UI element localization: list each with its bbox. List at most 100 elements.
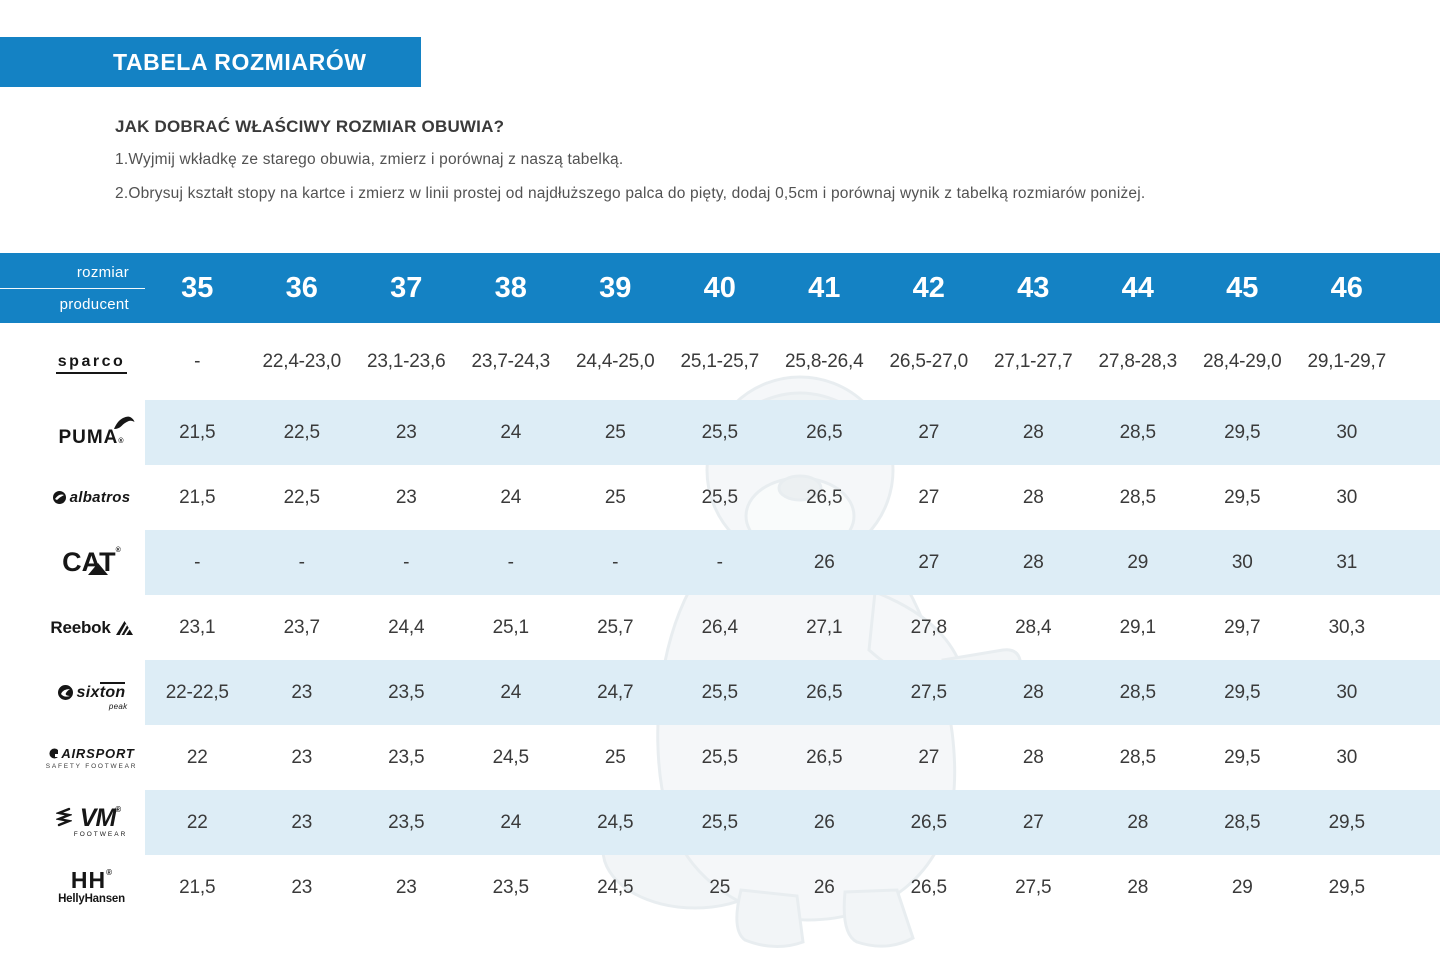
size-value-cell: 29,1 — [1119, 616, 1156, 638]
size-column-header: 41 — [808, 271, 841, 304]
table-row-puma: PUMA® 21,5 22,5 23 24 25 25,5 26,5 27 28 28,5 29,5… — [0, 400, 1440, 465]
size-value-cell: 26,5 — [806, 746, 843, 768]
brand-cell-cat: CAT® — [0, 530, 145, 595]
size-value-cell: 24,4-25,0 — [576, 350, 655, 372]
size-header-row: rozmiar producent 35 36 37 38 39 40 41 42 43 44 45… — [0, 253, 1440, 323]
sixton-text-b: ton — [99, 681, 126, 701]
vm-sub-label: FOOTWEAR — [73, 831, 128, 839]
size-value-cell: 29,5 — [1190, 400, 1295, 465]
size-value-cell: 22-22,5 — [145, 660, 250, 725]
header-spacer — [1399, 253, 1440, 323]
size-value-cell: 28,5 — [1190, 790, 1295, 855]
size-value-cell: 27 — [981, 790, 1086, 855]
sixton-text-a: six — [76, 683, 100, 701]
size-value-cell: 28 — [1022, 486, 1044, 508]
size-table: rozmiar producent 35 36 37 38 39 40 41 42 43 44 45… — [0, 253, 1440, 920]
size-value-cell: 27 — [876, 400, 981, 465]
size-value-cell: 29,5 — [1224, 486, 1261, 508]
size-value-cell: 23 — [291, 746, 313, 768]
size-column-header: 38 — [494, 271, 527, 304]
table-row-sparco: sparco - 22,4-23,0 23,1-23,6 23,7-24,3 24,4-… — [0, 323, 1440, 400]
size-value-cell: 26,5 — [772, 660, 877, 725]
table-row-sixton: sixton peak 22-22,5 23 23,5 24 24,7 25,5 26,5 27… — [0, 660, 1440, 725]
registered-mark: ® — [115, 805, 122, 815]
table-row-hellyhansen: HH® HellyHansen 21,5 23 23 23,5 24,5 25 26 26,5… — [0, 855, 1440, 920]
size-value-cell: 28 — [1127, 876, 1149, 898]
size-value-cell: - — [145, 530, 250, 595]
size-value-cell: 29,5 — [1294, 790, 1399, 855]
brand-cell-albatros: albatros — [0, 465, 145, 530]
size-value-cell: 29,7 — [1224, 616, 1261, 638]
size-value-cell: 30,3 — [1328, 616, 1365, 638]
size-value-cell: - — [354, 530, 459, 595]
size-value-cell: 24 — [458, 400, 563, 465]
row-spacer — [1399, 660, 1440, 725]
size-value-cell: 26,5 — [806, 486, 843, 508]
size-value-cell: 24,7 — [563, 660, 668, 725]
size-value-cell: 21,5 — [179, 486, 216, 508]
size-value-cell: 21,5 — [145, 400, 250, 465]
size-value-cell: 23,1-23,6 — [367, 350, 446, 372]
corner-label-rozmiar: rozmiar — [0, 264, 145, 289]
size-value-cell: 24,5 — [563, 790, 668, 855]
puma-cat-icon — [113, 416, 135, 429]
size-value-cell: 23,5 — [354, 790, 459, 855]
brand-cell-vm: VM® FOOTWEAR — [0, 790, 145, 855]
size-value-cell: 25,7 — [597, 616, 634, 638]
table-row-reebok: Reebok 23,1 23,7 24,4 25,1 25,7 26,4 27,1 27,8 2… — [0, 595, 1440, 660]
size-value-cell: 25,8-26,4 — [785, 350, 864, 372]
size-value-cell: 22 — [186, 746, 208, 768]
size-value-cell: 24 — [458, 790, 563, 855]
size-column-header: 40 — [703, 271, 736, 304]
size-value-cell: 29,5 — [1224, 746, 1261, 768]
albatros-circle-icon — [52, 491, 66, 504]
size-value-cell: 26 — [772, 530, 877, 595]
size-value-cell: 23,5 — [388, 746, 425, 768]
intro-heading: JAK DOBRAĆ WŁAŚCIWY ROZMIAR OBUWIA? — [115, 117, 505, 136]
registered-mark: ® — [118, 437, 125, 445]
brand-logo-puma: PUMA® — [58, 416, 135, 449]
brand-logo-sixton: sixton peak — [57, 681, 127, 711]
size-value-cell: 27 — [918, 486, 940, 508]
size-value-cell: 23 — [354, 400, 459, 465]
size-value-cell: 24 — [458, 660, 563, 725]
size-value-cell: 26,5-27,0 — [889, 350, 969, 372]
size-value-cell: 30 — [1336, 486, 1358, 508]
size-value-cell: 28,4 — [1015, 616, 1052, 638]
row-spacer — [1399, 790, 1440, 855]
cat-triangle-icon — [88, 563, 109, 575]
size-value-cell: 28,5 — [1119, 746, 1156, 768]
size-value-cell: 24,5 — [492, 746, 529, 768]
size-value-cell: 26,5 — [772, 400, 877, 465]
page-title: TABELA ROZMIARÓW — [113, 48, 367, 75]
size-value-cell: 27,5 — [876, 660, 981, 725]
size-value-cell: 25 — [604, 486, 626, 508]
size-value-cell: 25 — [709, 876, 731, 898]
size-value-cell: 22,4-23,0 — [262, 350, 342, 372]
size-value-cell: 27,5 — [1015, 876, 1052, 898]
size-value-cell: 25,5 — [667, 660, 772, 725]
sixton-circle-icon — [57, 685, 73, 700]
size-value-cell: 29,1-29,7 — [1307, 350, 1387, 372]
size-value-cell: 24,4 — [388, 616, 425, 638]
registered-mark: ® — [106, 868, 113, 878]
intro-step-1: 1.Wyjmij wkładkę ze starego obuwia, zmie… — [115, 151, 624, 168]
size-value-cell: 29 — [1085, 530, 1190, 595]
title-bar: TABELA ROZMIARÓW — [0, 37, 421, 87]
size-value-cell: 28,4-29,0 — [1203, 350, 1282, 372]
airsport-sub-label: SAFETY FOOTWEAR — [45, 762, 138, 770]
brand-logo-vm: VM® FOOTWEAR — [55, 804, 128, 839]
size-value-cell: 27,8 — [910, 616, 947, 638]
size-value-cell: 23,5 — [354, 660, 459, 725]
brand-logo-cat: CAT® — [62, 547, 121, 578]
size-column-header: 42 — [912, 271, 945, 304]
size-value-cell: - — [667, 530, 772, 595]
size-value-cell: 26,5 — [876, 790, 981, 855]
size-column-header: 45 — [1226, 271, 1259, 304]
brand-logo-text: VM® — [79, 804, 122, 833]
size-value-cell: 27,1 — [806, 616, 843, 638]
size-value-cell: 30 — [1336, 746, 1358, 768]
size-value-cell: 25,1 — [492, 616, 529, 638]
size-value-cell: 22 — [145, 790, 250, 855]
